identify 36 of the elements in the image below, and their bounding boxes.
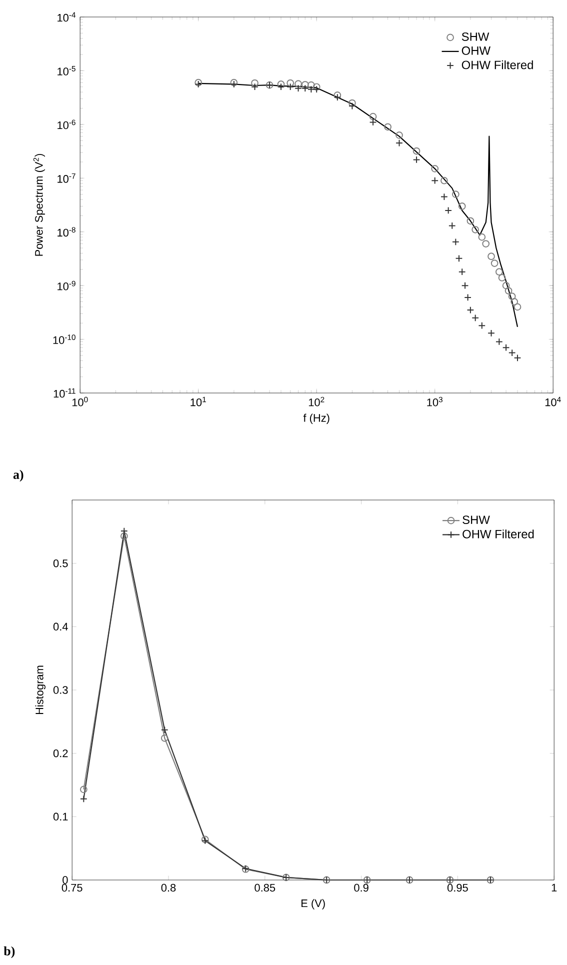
x-tick-label: 0.85 xyxy=(254,884,276,892)
x-tick-label: 0.95 xyxy=(447,884,468,892)
y-tick-label: 10$^{-8}$ xyxy=(58,227,76,237)
x-axis-title: f (Hz) xyxy=(303,414,330,424)
y-tick-label: 10$^{-7}$ xyxy=(58,173,76,183)
y-tick-label: 0.5 xyxy=(53,559,68,568)
legend-label: OHW Filtered xyxy=(462,60,533,70)
y-tick-label: 10$^{-10}$ xyxy=(53,334,76,344)
legend-label: SHW xyxy=(462,516,490,524)
legend-label: SHW xyxy=(462,32,490,41)
y-tick-label: 10$^{-11}$ xyxy=(54,388,76,398)
x-tick-label: 10$^{0}$ xyxy=(72,396,88,406)
x-tick-label: 0.9 xyxy=(354,884,368,892)
x-tick-label: 10$^{4}$ xyxy=(545,396,561,406)
y-axis-title: Histogram xyxy=(35,666,46,714)
y-tick-label: 10$^{-6}$ xyxy=(58,120,76,130)
legend-label: OHW Filtered xyxy=(462,530,534,538)
x-tick-label: 10$^{1}$ xyxy=(190,396,206,406)
legend-label: OHW xyxy=(462,46,490,55)
x-tick-label: 0.8 xyxy=(161,884,176,892)
y-tick-label: 0.2 xyxy=(53,749,68,758)
y-tick-label: 0.3 xyxy=(53,686,68,694)
x-tick-label: 10$^{3}$ xyxy=(427,396,442,406)
y-tick-label: 10$^{-9}$ xyxy=(58,280,76,290)
text: a) xyxy=(13,470,24,482)
y-tick-label: 10$^{-4}$ xyxy=(58,12,76,22)
x-axis-title: E (V) xyxy=(301,899,325,910)
x-tick-label: 1 xyxy=(552,884,557,892)
x-tick-label: 10$^{2}$ xyxy=(308,396,324,406)
y-tick-label: 0.4 xyxy=(53,622,68,631)
x-tick-label: 0.75 xyxy=(62,884,82,892)
text: b) xyxy=(4,946,15,958)
y-tick-label: 10$^{-5}$ xyxy=(58,66,76,76)
y-tick-label: 0.1 xyxy=(53,812,68,821)
y-axis-title: Power Spectrum (V$^{2}$) xyxy=(33,154,45,256)
y-tick-label: 0 xyxy=(62,876,68,884)
